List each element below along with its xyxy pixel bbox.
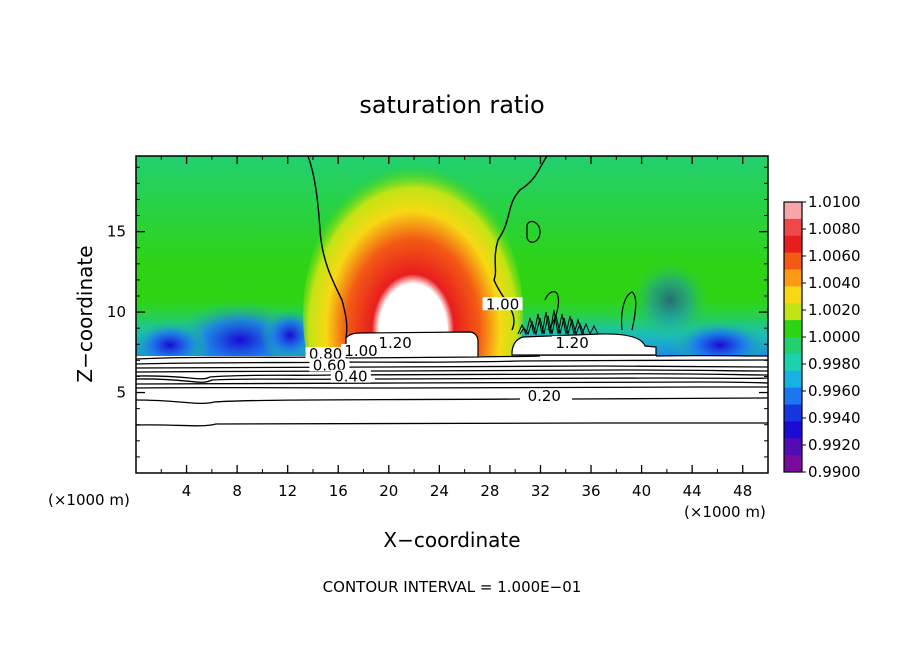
- contour-1-00: [544, 291, 560, 331]
- contour-label-bg: [309, 358, 350, 372]
- x-tick-label: 24: [430, 482, 449, 500]
- colorbar-label: 1.0100: [808, 193, 861, 211]
- contour-label-bg: [482, 297, 523, 311]
- x-unit-left: (×1000 m): [48, 491, 130, 509]
- x-tick-label: 20: [379, 482, 398, 500]
- cloud-region: [385, 286, 448, 330]
- colorbar-swatch: [784, 370, 802, 389]
- x-axis-label: X−coordinate: [383, 528, 520, 552]
- colorbar-swatch: [784, 269, 802, 287]
- colorbar-swatch: [784, 235, 802, 254]
- contour-1-00: [493, 156, 548, 331]
- contour-label-bg: [330, 369, 371, 383]
- x-unit-right: (×1000 m): [684, 503, 766, 521]
- contour-label-bg: [552, 335, 593, 349]
- contour-1-00: [620, 291, 637, 331]
- x-tick-label: 40: [632, 482, 651, 500]
- contour-label: 1.00: [344, 342, 377, 360]
- contour-1-00: [526, 220, 541, 243]
- colorbar-swatch: [784, 286, 802, 304]
- contour-lines-below: [136, 354, 768, 427]
- contour-labels: 1.20 1.201.001.000.800.600.400.20: [305, 295, 593, 405]
- contour-label: 0.20: [528, 387, 561, 405]
- x-axis: 4 8 12 16 20 24 28 32 36 40 44 48: [160, 156, 752, 500]
- colorbar-label: 1.0020: [808, 301, 861, 319]
- colorbar-label: 0.9980: [808, 355, 861, 373]
- colorbar-label: 1.0060: [808, 247, 861, 265]
- colorbar-label: 0.9960: [808, 382, 861, 400]
- colorbar-swatch: [784, 455, 802, 473]
- x-tick-label: 16: [329, 482, 348, 500]
- contour-label: 1.20: [555, 334, 588, 352]
- turbulent-contours: [517, 309, 599, 336]
- colorbar-swatch: [784, 252, 802, 270]
- plot-frame: [135, 155, 769, 474]
- colorbar-swatch: [784, 320, 802, 338]
- contour-interval: CONTOUR INTERVAL = 1.000E−01: [323, 578, 582, 596]
- y-axis: 5 10 15: [107, 166, 768, 458]
- y-tick-label: 10: [107, 303, 126, 321]
- contour-label-bg: [524, 388, 565, 402]
- x-tick-label: 28: [480, 482, 499, 500]
- colorbar-swatch: [784, 421, 802, 439]
- colorbar-label: 1.0080: [808, 220, 861, 238]
- colorbar-label: 0.9900: [808, 463, 861, 481]
- plot-field: [136, 156, 768, 473]
- chart-title: saturation ratio: [359, 91, 544, 119]
- colorbar-swatch: [784, 438, 802, 456]
- contour-label: 1.20: [378, 334, 411, 352]
- x-tick-label: 12: [278, 482, 297, 500]
- colorbar-swatch: [784, 218, 802, 237]
- y-axis-label: Z−coordinate: [73, 245, 97, 382]
- colorbar-label: 0.9920: [808, 436, 861, 454]
- contour-label-bg: [340, 343, 381, 357]
- colorbar: 1.0100 1.0080 1.0060 1.0040 1.0020 1.0000 0.99…: [783, 193, 861, 481]
- colorbar-swatch: [784, 353, 802, 372]
- x-tick-label: 4: [182, 482, 192, 500]
- contour-label: 1.00: [486, 295, 519, 313]
- dry-patch: [630, 260, 710, 340]
- x-tick-label: 32: [531, 482, 550, 500]
- colorbar-swatch: [784, 337, 802, 355]
- contour-label-bg: [375, 335, 416, 349]
- colorbar-swatch: [784, 303, 802, 321]
- contour-label: 0.40: [334, 368, 367, 386]
- contour-1-00: [307, 156, 348, 339]
- x-tick-label: 48: [733, 482, 752, 500]
- x-tick-label: 44: [683, 482, 702, 500]
- colorbar-swatch: [784, 404, 802, 422]
- x-tick-label: 36: [581, 482, 600, 500]
- colorbar-label: 1.0040: [808, 274, 861, 292]
- colorbar-swatch: [784, 202, 802, 220]
- y-tick-label: 5: [116, 384, 126, 402]
- y-tick-label: 15: [107, 223, 126, 241]
- x-tick-label: 8: [232, 482, 242, 500]
- colorbar-label: 0.9940: [808, 409, 861, 427]
- colorbar-swatch: [784, 387, 802, 405]
- contour-label-bg: [305, 347, 346, 361]
- colorbar-label: 1.0000: [808, 328, 861, 346]
